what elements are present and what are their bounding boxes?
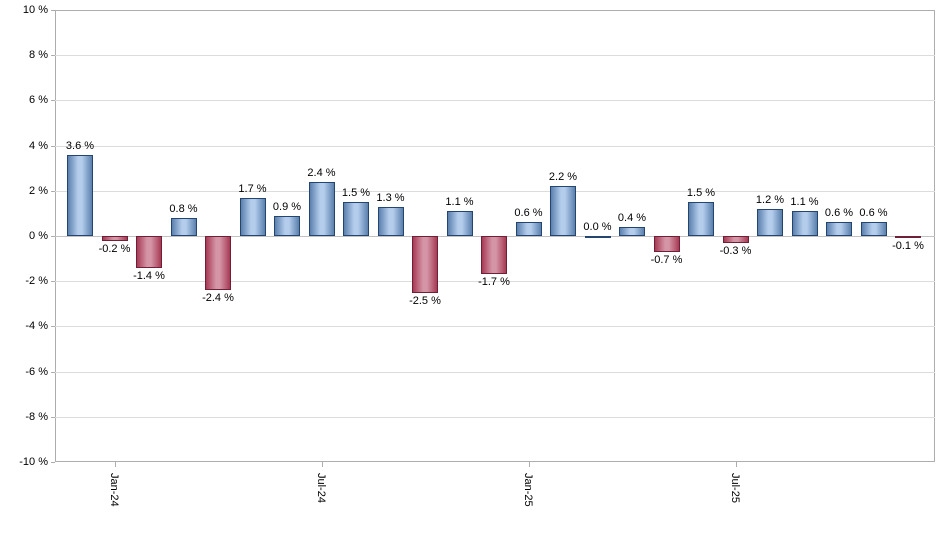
bar-value-label: 0.8 % — [169, 202, 198, 215]
bar — [67, 154, 93, 236]
y-axis-tick — [51, 100, 55, 101]
y-axis-label: -8 % — [25, 411, 48, 423]
x-axis-label-text: Jul-25 — [728, 473, 741, 503]
y-axis-tick — [51, 326, 55, 327]
y-axis-tick — [51, 236, 55, 237]
y-axis-tick — [51, 191, 55, 192]
bar — [239, 197, 266, 236]
bar-value-label: 0.6 % — [824, 207, 854, 220]
bar-value-label: -0.1 % — [892, 240, 924, 253]
y-axis-tick — [51, 10, 55, 11]
bar-value-label: 1.1 % — [790, 196, 819, 209]
gridline — [55, 191, 935, 192]
bar — [722, 236, 749, 243]
gridline — [55, 417, 935, 418]
gridline — [55, 55, 935, 56]
bar-value-label: 0.6 % — [514, 207, 543, 220]
gridline — [55, 372, 935, 373]
bar — [170, 217, 197, 236]
bar — [688, 202, 714, 236]
bar-value-label: 0.4 % — [617, 211, 647, 224]
y-axis-tick — [51, 55, 55, 56]
bar-value-label: 0.0 % — [583, 221, 612, 233]
y-axis-tick — [51, 281, 55, 282]
bar-value-label: -0.3 % — [719, 244, 752, 257]
y-axis-label: 8 % — [29, 49, 48, 61]
bar — [550, 186, 576, 236]
x-axis-tick — [321, 462, 323, 467]
bar-value-label: 0.9 % — [272, 200, 302, 213]
x-axis-label-text: Jul-24 — [314, 473, 327, 503]
bar — [481, 236, 507, 275]
bar — [377, 206, 404, 236]
y-axis-label: 2 % — [29, 185, 48, 197]
gridline — [55, 100, 935, 101]
y-axis-tick — [51, 417, 55, 418]
x-axis-label-text: Jan-25 — [521, 473, 534, 507]
bar-value-label: -2.4 % — [202, 292, 234, 305]
y-axis-tick — [51, 146, 55, 147]
bar-value-label: -0.2 % — [98, 242, 131, 255]
bar — [446, 211, 473, 236]
bar-value-label: 1.7 % — [238, 182, 267, 195]
bar — [515, 222, 542, 236]
bar — [757, 208, 783, 236]
y-axis-tick — [51, 372, 55, 373]
bar-value-label: -2.5 % — [409, 294, 441, 307]
bar — [619, 226, 645, 236]
bar-value-label: -0.7 % — [650, 253, 683, 266]
gridline — [55, 146, 935, 147]
bar — [101, 236, 128, 241]
x-axis-tick — [528, 462, 530, 467]
bar-value-label: 1.1 % — [445, 196, 474, 209]
bar-value-label: 1.5 % — [686, 187, 716, 200]
bar — [308, 181, 335, 236]
bar — [791, 211, 818, 236]
gridline — [55, 281, 935, 282]
bar-value-label: 0.6 % — [859, 207, 888, 220]
y-axis-tick — [51, 462, 55, 463]
bar-value-label: 2.2 % — [548, 171, 578, 184]
x-axis-tick — [735, 462, 737, 467]
y-axis-label: -6 % — [25, 366, 48, 378]
bar-value-label: 1.2 % — [755, 193, 785, 206]
x-axis-tick — [114, 462, 116, 467]
gridline — [55, 326, 935, 327]
bar — [584, 236, 611, 238]
y-axis-label: 0 % — [29, 230, 48, 242]
bar-value-label: 3.6 % — [65, 139, 95, 152]
bar — [136, 236, 162, 268]
y-axis-label: 6 % — [29, 94, 48, 106]
y-axis-label: -2 % — [25, 275, 48, 287]
bar — [860, 222, 887, 236]
bar-value-label: 2.4 % — [307, 166, 336, 179]
y-axis-label: -10 % — [19, 456, 48, 468]
bar — [343, 202, 369, 236]
bar — [826, 222, 852, 236]
bar — [653, 236, 680, 252]
bar — [205, 236, 231, 291]
y-axis-label: 10 % — [22, 4, 48, 16]
bar-value-label: -1.7 % — [478, 276, 510, 289]
bar — [274, 215, 300, 236]
bar-value-label: 1.3 % — [376, 191, 405, 204]
x-axis-label-text: Jan-24 — [107, 473, 120, 507]
bar-value-label: -1.4 % — [133, 269, 165, 282]
bar — [412, 236, 438, 293]
y-axis-label: -4 % — [25, 320, 48, 332]
bar-value-label: 1.5 % — [341, 187, 371, 200]
bar — [895, 236, 921, 239]
y-axis-label: 4 % — [29, 140, 48, 152]
